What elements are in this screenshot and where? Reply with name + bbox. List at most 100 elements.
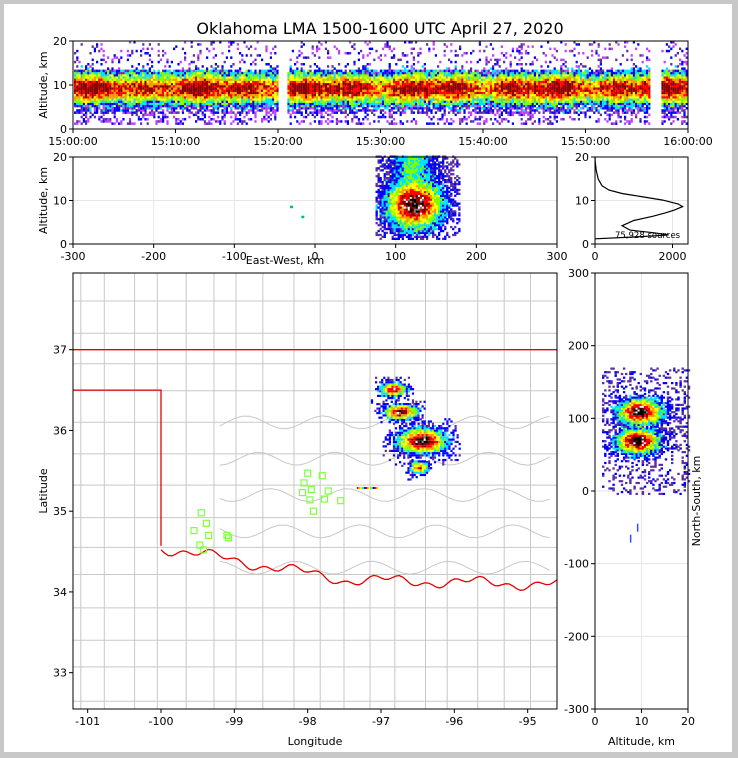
- source-pixel: [445, 96, 448, 99]
- source-pixel: [316, 65, 319, 68]
- source-pixel: [335, 118, 338, 121]
- source-pixel: [157, 69, 160, 73]
- source-pixel: [338, 89, 341, 92]
- source-pixel: [384, 54, 387, 57]
- source-pixel: [415, 41, 418, 44]
- source-pixel: [430, 89, 433, 92]
- source-pixel: [349, 93, 352, 97]
- source-pixel: [507, 111, 510, 114]
- source-pixel: [274, 67, 277, 70]
- source-pixel: [164, 96, 167, 99]
- source-pixel: [142, 98, 145, 101]
- source-pixel: [397, 109, 400, 112]
- source-pixel: [221, 78, 224, 81]
- source-pixel: [195, 98, 198, 101]
- source-pixel: [428, 80, 431, 84]
- source-pixel: [331, 78, 334, 81]
- source-pixel: [507, 85, 510, 88]
- source-pixel: [441, 98, 444, 101]
- source-pixel: [274, 82, 277, 86]
- source-pixel: [399, 85, 402, 88]
- source-pixel: [340, 71, 343, 75]
- source-pixel: [456, 76, 459, 79]
- source-pixel: [549, 98, 552, 101]
- source-pixel: [168, 104, 171, 108]
- source-pixel: [197, 54, 200, 57]
- source-pixel: [551, 78, 554, 81]
- source-pixel: [421, 85, 424, 88]
- source-pixel: [351, 76, 354, 79]
- source-pixel: [536, 78, 539, 81]
- source-pixel: [507, 74, 510, 77]
- source-pixel: [542, 89, 545, 92]
- source-pixel: [113, 122, 116, 125]
- source-pixel: [294, 63, 297, 66]
- source-pixel: [342, 96, 345, 99]
- source-pixel: [100, 89, 103, 92]
- source-pixel: [126, 49, 129, 53]
- source-pixel: [459, 91, 462, 95]
- source-pixel: [357, 78, 360, 81]
- source-pixel: [102, 80, 105, 84]
- source-pixel: [170, 82, 173, 86]
- source-pixel: [120, 100, 123, 103]
- source-pixel: [412, 89, 415, 92]
- source-pixel: [373, 100, 376, 103]
- source-pixel: [393, 118, 396, 121]
- source-pixel: [252, 104, 255, 108]
- source-pixel: [564, 71, 567, 75]
- source-pixel: [164, 87, 167, 90]
- source-pixel: [476, 102, 479, 106]
- source-pixel: [74, 93, 77, 97]
- source-pixel: [307, 71, 310, 75]
- source-pixel: [335, 76, 338, 79]
- source-pixel: [133, 100, 136, 103]
- source-pixel: [485, 120, 488, 123]
- source-pixel: [107, 80, 110, 84]
- source-pixel: [228, 85, 231, 88]
- source-pixel: [399, 120, 402, 123]
- source-pixel: [388, 87, 391, 90]
- source-pixel: [243, 93, 246, 97]
- source-pixel: [566, 82, 569, 86]
- source-pixel: [245, 54, 248, 57]
- source-pixel: [234, 104, 237, 108]
- source-pixel: [566, 102, 569, 106]
- source-pixel: [76, 69, 79, 73]
- source-pixel: [492, 91, 495, 95]
- source-pixel: [111, 96, 114, 99]
- source-pixel: [452, 100, 455, 103]
- source-pixel: [210, 74, 213, 77]
- source-pixel: [151, 74, 154, 77]
- source-pixel: [525, 107, 528, 110]
- source-pixel: [318, 80, 321, 84]
- source-pixel: [443, 100, 446, 103]
- source-pixel: [494, 69, 497, 73]
- source-pixel: [313, 71, 316, 75]
- source-pixel: [190, 71, 193, 75]
- source-pixel: [423, 71, 426, 75]
- source-pixel: [452, 80, 455, 84]
- source-pixel: [148, 96, 151, 99]
- source-pixel: [549, 82, 552, 86]
- source-pixel: [212, 118, 215, 121]
- source-pixel: [421, 65, 424, 68]
- source-pixel: [144, 78, 147, 81]
- source-pixel: [142, 107, 145, 110]
- source-pixel: [397, 76, 400, 79]
- source-pixel: [478, 76, 481, 79]
- source-pixel: [113, 113, 116, 117]
- source-pixel: [452, 111, 455, 114]
- source-pixel: [82, 107, 85, 110]
- source-pixel: [313, 120, 316, 123]
- source-pixel: [131, 98, 134, 101]
- source-pixel: [525, 71, 528, 75]
- source-pixel: [393, 85, 396, 88]
- source-pixel: [366, 85, 369, 88]
- source-pixel: [179, 120, 182, 123]
- source-pixel: [236, 69, 239, 73]
- source-pixel: [520, 67, 523, 70]
- source-pixel: [549, 120, 552, 123]
- source-pixel: [142, 100, 145, 103]
- source-pixel: [164, 104, 167, 108]
